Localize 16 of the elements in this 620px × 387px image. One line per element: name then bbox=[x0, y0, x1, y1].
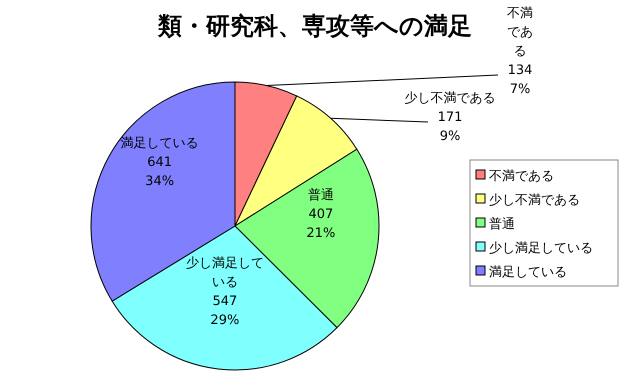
slice-label: 満足している bbox=[120, 134, 200, 153]
legend-label: 普通 bbox=[489, 216, 515, 232]
data-label: 171 9% bbox=[436, 109, 464, 146]
data-label: 407 21% bbox=[305, 206, 336, 243]
data-label: 641 34% bbox=[144, 154, 176, 191]
slice-label: 普通 bbox=[306, 186, 335, 205]
slice-label: 少し満足している bbox=[184, 254, 265, 292]
legend-label: 少し満足している bbox=[489, 241, 593, 256]
chart-title: 類・研究科、専攻等への満足 bbox=[157, 12, 472, 40]
legend-label: 少し不満である bbox=[489, 193, 580, 208]
legend-label: 満足している bbox=[489, 265, 567, 280]
legend-label: 不満である bbox=[489, 169, 554, 184]
data-label: 134 7% bbox=[506, 62, 534, 99]
slice-label: 少し不満である bbox=[404, 91, 496, 106]
data-label: 547 29% bbox=[209, 292, 240, 330]
slice-label: 不満である bbox=[506, 5, 534, 61]
